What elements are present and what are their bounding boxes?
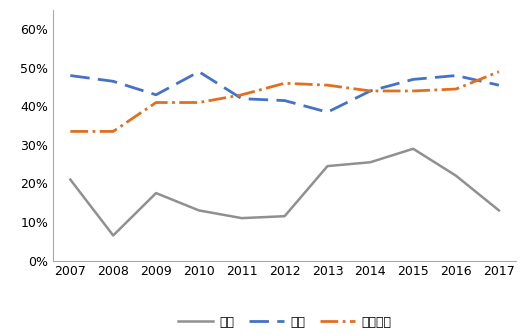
火电: [453, 174, 459, 178]
水电: [67, 73, 73, 77]
食品饮料: [281, 81, 288, 85]
火电: [325, 164, 331, 168]
食品饮料: [496, 70, 502, 74]
火电: [367, 160, 373, 164]
火电: [238, 216, 245, 220]
火电: [496, 208, 502, 212]
Line: 火电: 火电: [70, 149, 499, 235]
火电: [196, 208, 202, 212]
水电: [110, 79, 117, 83]
食品饮料: [196, 101, 202, 105]
Legend: 火电, 水电, 食品饮料: 火电, 水电, 食品饮料: [173, 311, 396, 334]
食品饮料: [67, 129, 73, 133]
水电: [196, 70, 202, 74]
食品饮料: [238, 93, 245, 97]
水电: [496, 83, 502, 87]
火电: [153, 191, 159, 195]
水电: [367, 89, 373, 93]
水电: [238, 97, 245, 101]
Line: 食品饮料: 食品饮料: [70, 72, 499, 131]
食品饮料: [110, 129, 117, 133]
水电: [410, 77, 417, 81]
食品饮料: [367, 89, 373, 93]
水电: [453, 73, 459, 77]
水电: [325, 110, 331, 114]
火电: [281, 214, 288, 218]
食品饮料: [453, 87, 459, 91]
水电: [281, 99, 288, 103]
食品饮料: [410, 89, 417, 93]
火电: [110, 233, 117, 237]
火电: [410, 147, 417, 151]
水电: [153, 93, 159, 97]
火电: [67, 178, 73, 182]
食品饮料: [325, 83, 331, 87]
食品饮料: [153, 101, 159, 105]
Line: 水电: 水电: [70, 72, 499, 112]
